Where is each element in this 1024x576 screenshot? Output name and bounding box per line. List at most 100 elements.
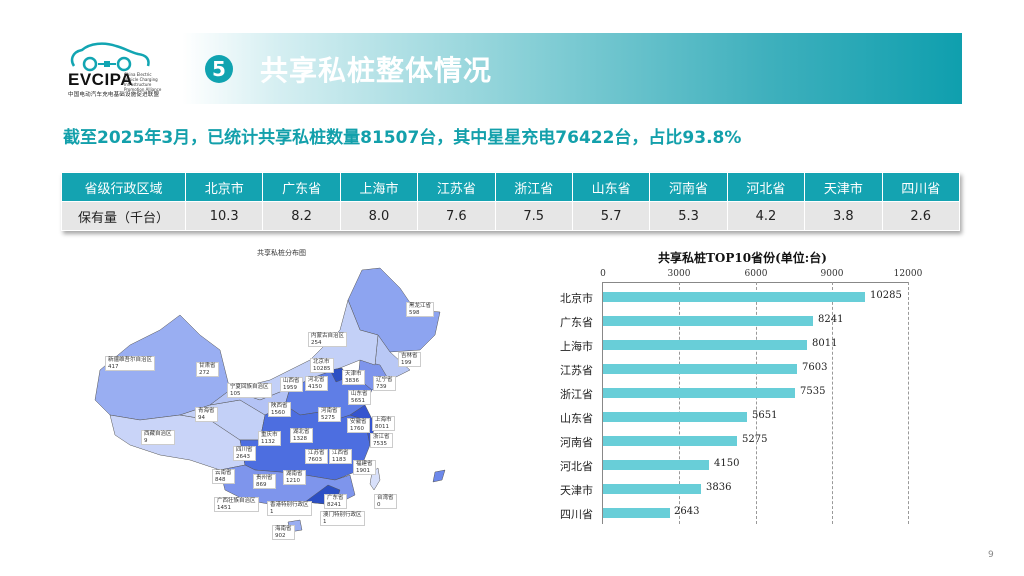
bar-category: 天津市 <box>560 484 593 497</box>
bar <box>603 484 701 494</box>
map-label: 宁夏回族自治区 105 <box>227 383 272 398</box>
map-label: 河北省 4150 <box>305 376 328 391</box>
table-header-cell: 江苏省 <box>417 172 496 202</box>
table-header-cell: 河北省 <box>726 172 806 202</box>
table-header-cell: 四川省 <box>881 172 961 202</box>
bar <box>603 412 747 422</box>
bar-category: 河南省 <box>560 436 593 449</box>
map-label: 贵州省 869 <box>253 474 276 489</box>
map-label: 广西壮族自治区 1451 <box>214 497 259 512</box>
brand-subtitle-cn: 中国电动汽车充电基础设施促进联盟 <box>68 92 160 98</box>
map-label: 天津市 3836 <box>342 370 365 385</box>
gridline <box>908 282 909 524</box>
map-label: 黑龙江省 598 <box>406 302 435 317</box>
bar-row: 北京市 10285 <box>550 285 930 309</box>
table-cell: 3.8 <box>804 201 883 231</box>
x-axis <box>602 282 908 283</box>
bar-row: 天津市 3836 <box>550 477 930 501</box>
table-header-cell: 河南省 <box>649 172 728 202</box>
table-cell: 7.5 <box>494 201 573 231</box>
x-tick-label: 12000 <box>893 269 923 279</box>
page-title: 共享私桩整体情况 <box>260 54 493 87</box>
bar-row: 上海市 8011 <box>550 333 930 357</box>
bar-category: 江苏省 <box>560 364 593 377</box>
map-label: 内蒙古自治区 254 <box>308 332 348 347</box>
table-cell: 8.2 <box>262 201 341 231</box>
section-number-badge: 5 <box>205 55 233 83</box>
title-banner <box>182 33 962 104</box>
map-label: 广东省 8241 <box>324 494 347 509</box>
map-label: 西藏自治区 9 <box>141 430 175 445</box>
bar-value: 5651 <box>752 410 778 421</box>
map-label: 云南省 848 <box>212 469 235 484</box>
table-cell: 2.6 <box>881 201 961 231</box>
bar-row: 山东省 5651 <box>550 405 930 429</box>
map-label: 上海市 8011 <box>372 416 395 431</box>
map-label: 山西省 1959 <box>280 377 303 392</box>
table-header-cell: 山东省 <box>571 172 651 202</box>
bar-row: 河北省 4150 <box>550 453 930 477</box>
bar-row: 江苏省 7603 <box>550 357 930 381</box>
map-label: 江西省 1183 <box>329 449 352 464</box>
map-label: 山东省 5651 <box>348 390 371 405</box>
page-number: 9 <box>988 550 994 560</box>
bar <box>603 316 813 326</box>
bar-value: 4150 <box>714 458 740 469</box>
table-header-cell: 上海市 <box>339 172 419 202</box>
bar-category: 上海市 <box>560 340 593 353</box>
map-label: 四川省 2643 <box>233 446 256 461</box>
map-label: 河南省 5275 <box>318 407 341 422</box>
table-header-cell: 省级行政区域 <box>61 172 186 202</box>
table-header-cell: 广东省 <box>262 172 341 202</box>
table-cell: 5.3 <box>649 201 728 231</box>
map-label: 重庆市 1132 <box>258 431 281 446</box>
map-label: 湖南省 1210 <box>283 470 306 485</box>
map-label: 辽宁省 739 <box>373 376 396 391</box>
bar-row: 广东省 8241 <box>550 309 930 333</box>
map-label: 安徽省 1760 <box>347 418 370 433</box>
brand-name: EVCIPA <box>68 70 134 89</box>
bar-value: 2643 <box>674 506 700 517</box>
bar <box>603 388 795 398</box>
bar-row: 四川省 2643 <box>550 501 930 525</box>
table-cell: 7.6 <box>417 201 496 231</box>
map-label: 台湾省 0 <box>374 494 397 509</box>
table-cell: 10.3 <box>184 201 264 231</box>
map-label: 海南省 902 <box>272 525 295 540</box>
bar-category: 广东省 <box>560 316 593 329</box>
table-header-row: 省级行政区域 北京市 广东省 上海市 江苏省 浙江省 山东省 河南省 河北省 天… <box>61 172 961 202</box>
bar-category: 河北省 <box>560 460 593 473</box>
table-cell: 5.7 <box>571 201 651 231</box>
table-row-label: 保有量（千台） <box>61 201 186 231</box>
gridline <box>832 282 833 524</box>
map-label: 北京市 10285 <box>310 358 334 373</box>
y-axis <box>602 282 603 524</box>
bar-category: 浙江省 <box>560 388 593 401</box>
bar-value: 5275 <box>742 434 768 445</box>
bar-value: 3836 <box>706 482 732 493</box>
brand-subtitle-en: China Electric Vehicle Charging Infrastr… <box>124 72 162 92</box>
map-label: 新疆维吾尔自治区 417 <box>105 356 156 371</box>
bar-row: 浙江省 7535 <box>550 381 930 405</box>
table-cell: 4.2 <box>726 201 806 231</box>
map-label: 甘肃省 272 <box>196 362 219 377</box>
bar <box>603 436 737 446</box>
bar-value: 10285 <box>870 290 902 301</box>
bar-value: 8241 <box>818 314 844 325</box>
bar-category: 北京市 <box>560 292 593 305</box>
table-header-cell: 北京市 <box>184 172 264 202</box>
x-tick-label: 0 <box>600 269 606 279</box>
table-cell: 8.0 <box>339 201 419 231</box>
map-label: 浙江省 7535 <box>370 433 393 448</box>
bar <box>603 340 807 350</box>
chart-title: 共享私桩TOP10省份(单位:台) <box>658 251 827 265</box>
map-label: 青海省 94 <box>195 407 218 422</box>
gridline <box>756 282 757 524</box>
china-distribution-map: 共享私桩分布图 黑龙江省 598 吉林省 199 辽宁省 739 内蒙古自治区 254 <box>90 240 470 540</box>
bar-value: 8011 <box>812 338 838 349</box>
bar <box>603 508 670 518</box>
bar-row: 河南省 5275 <box>550 429 930 453</box>
map-label: 江苏省 7603 <box>305 449 328 464</box>
bar-value: 7603 <box>802 362 828 373</box>
map-label: 澳门特别行政区 1 <box>320 511 365 526</box>
